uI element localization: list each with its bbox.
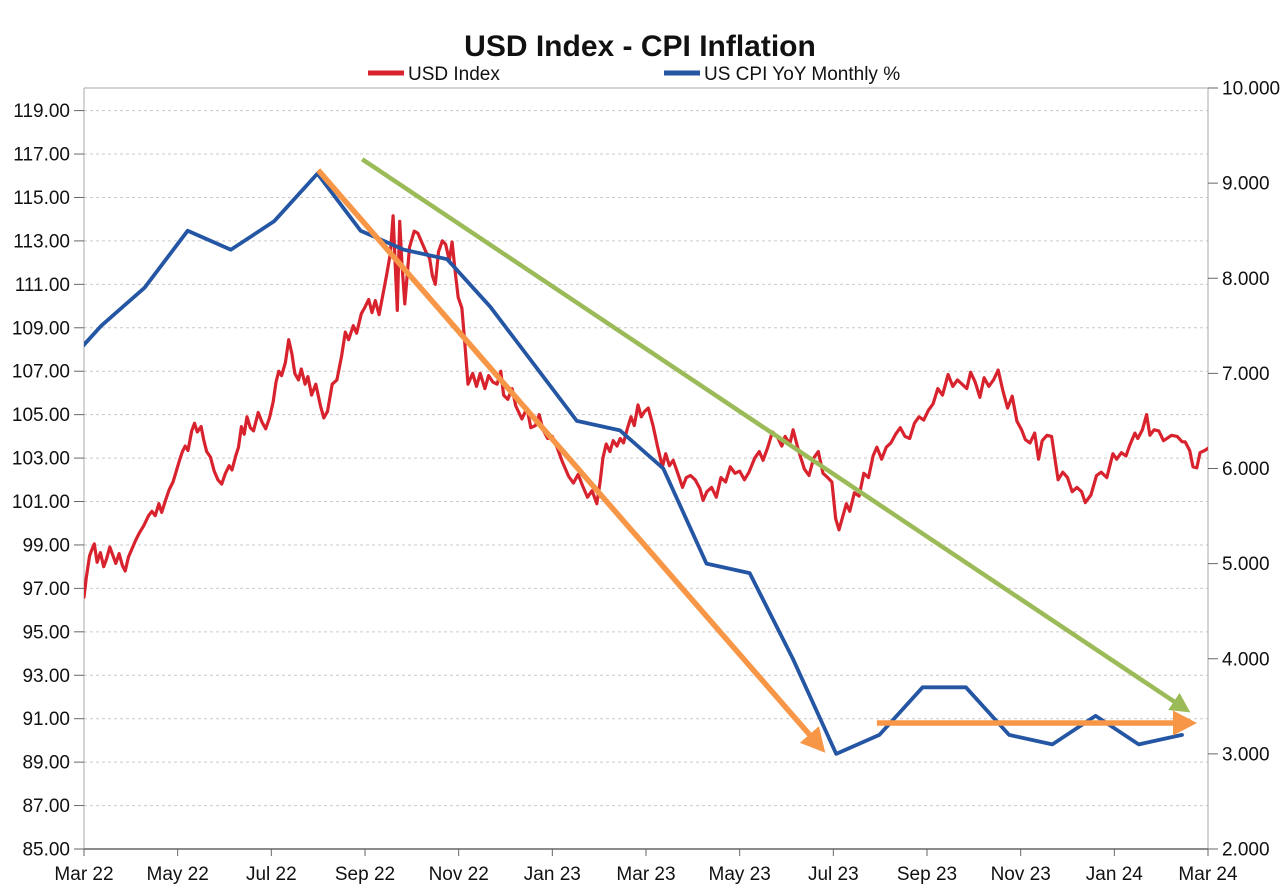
left-axis-label: 93.00 (22, 666, 70, 687)
series-line-usd-index (84, 214, 1208, 599)
legend-label-cpi: US CPI YoY Monthly % (704, 64, 900, 85)
left-axis-label: 91.00 (22, 709, 70, 730)
right-axis-label: 6.000 (1222, 459, 1270, 480)
gridlines (84, 110, 1208, 807)
right-axis-label: 3.000 (1222, 744, 1270, 765)
data-series (84, 171, 1208, 756)
left-axis-label: 113.00 (13, 231, 70, 252)
right-axis-label: 7.000 (1222, 364, 1270, 385)
axes: 119.00 117.00 115.00 113.00 111.00 109.00 107.… (12, 79, 1280, 886)
cpi-drop-arrow-orange (316, 168, 826, 753)
right-axis-label: 9.000 (1222, 174, 1270, 195)
chart-title: USD Index - CPI Inflation (464, 30, 816, 63)
left-axis-label: 115.00 (13, 188, 70, 209)
x-axis-label: Nov 23 (991, 864, 1051, 885)
x-axis-label: Sep 22 (335, 864, 395, 885)
right-axis-label: 8.000 (1222, 269, 1270, 290)
right-axis-label: 4.000 (1222, 649, 1270, 670)
x-axis-label: May 23 (709, 864, 771, 885)
x-axis-label: Sep 23 (897, 864, 957, 885)
x-axis-label: Jan 23 (524, 864, 581, 885)
series-line-us-cpi-yoy-monthly- (84, 171, 1184, 756)
left-axis-label: 97.00 (22, 579, 70, 600)
right-axis-label: 10.000 (1222, 79, 1280, 100)
left-axis-label: 119.00 (13, 101, 70, 122)
x-axis-label: Jul 23 (808, 864, 859, 885)
left-axis-label: 111.00 (15, 275, 70, 296)
trend-annotations (316, 157, 1197, 753)
left-axis-label: 101.00 (12, 492, 70, 513)
right-axis-label: 5.000 (1222, 554, 1270, 575)
x-axis-label: Jul 22 (246, 864, 297, 885)
right-axis-label: 2.000 (1222, 840, 1270, 861)
left-axis-label: 95.00 (22, 622, 70, 643)
left-axis-label: 99.00 (22, 535, 70, 556)
left-axis-label: 85.00 (22, 840, 70, 861)
left-axis-label: 117.00 (13, 145, 70, 166)
left-axis-label: 105.00 (12, 405, 70, 426)
left-axis-label: 89.00 (22, 753, 70, 774)
x-axis-label: Mar 22 (54, 864, 113, 885)
left-axis-label: 109.00 (12, 318, 70, 339)
legend-label-usd-index: USD Index (408, 64, 500, 85)
x-axis-label: Nov 22 (429, 864, 489, 885)
left-axis-label: 87.00 (22, 796, 70, 817)
cpi-downtrend-arrow-green (360, 157, 1191, 713)
left-axis-label: 103.00 (12, 449, 70, 470)
x-axis-label: May 22 (147, 864, 209, 885)
x-axis-label: Jan 24 (1086, 864, 1143, 885)
x-axis-label: Mar 23 (616, 864, 675, 885)
legend: USD Index US CPI YoY Monthly % (368, 64, 900, 85)
left-axis-label: 107.00 (12, 362, 70, 383)
x-axis-label: Mar 24 (1178, 864, 1238, 885)
